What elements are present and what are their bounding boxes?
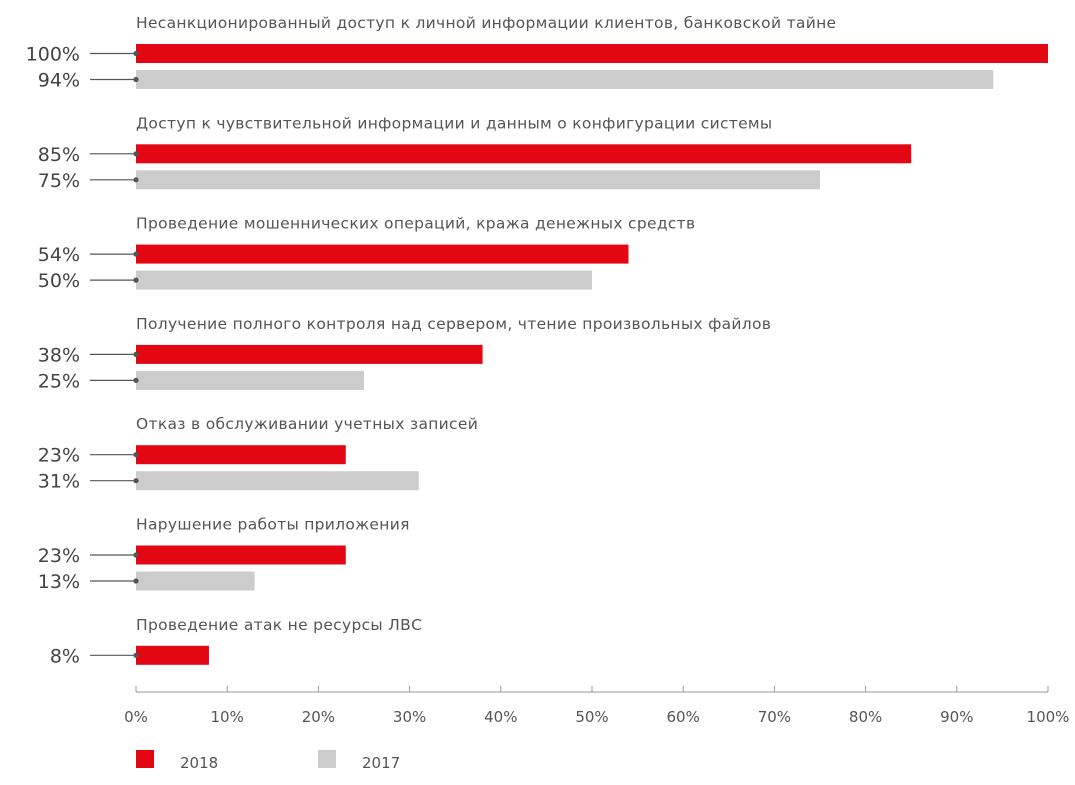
x-tick-label: 80% <box>849 708 882 726</box>
category-label: Получение полного контроля над сервером,… <box>136 315 771 333</box>
x-tick-label: 30% <box>393 708 426 726</box>
data-label: 23% <box>38 445 80 467</box>
bar-2018 <box>136 144 912 164</box>
data-label: 85% <box>38 144 80 166</box>
value-leader-dot <box>133 251 139 257</box>
bar-2018 <box>136 645 209 665</box>
data-label: 94% <box>38 70 80 92</box>
bar-2017 <box>136 571 255 591</box>
value-leader-dot <box>133 151 139 157</box>
x-tick-label: 50% <box>575 708 608 726</box>
x-tick-label: 90% <box>940 708 973 726</box>
bar-2018 <box>136 44 1048 63</box>
data-label: 8% <box>50 645 80 667</box>
x-tick-label: 40% <box>484 708 517 726</box>
category-label: Доступ к чувствительной информации и дан… <box>136 114 772 132</box>
value-leader-dot <box>133 50 139 57</box>
bar-2017 <box>136 70 994 89</box>
bar-2017 <box>136 170 820 190</box>
data-label: 54% <box>38 244 80 266</box>
value-leader-dot <box>133 277 139 283</box>
category-label: Несанкционированный доступ к личной инфо… <box>136 14 836 32</box>
x-tick-label: 0% <box>124 708 148 726</box>
bar-2018 <box>136 344 483 364</box>
bar-2017 <box>136 270 592 290</box>
category-label: Нарушение работы приложения <box>136 516 410 534</box>
data-label: 100% <box>26 44 80 66</box>
data-label: 75% <box>38 170 80 192</box>
x-tick-label: 20% <box>302 708 335 726</box>
bar-2018 <box>136 244 629 264</box>
x-tick-label: 10% <box>211 708 244 726</box>
value-leader-dot <box>133 377 139 383</box>
data-label: 50% <box>38 270 80 292</box>
x-tick-label: 100% <box>1027 708 1070 726</box>
data-label: 38% <box>38 344 80 366</box>
bar-2017 <box>136 471 419 491</box>
bar-2017 <box>136 370 364 390</box>
x-tick-label: 70% <box>758 708 791 726</box>
legend-swatch-2017 <box>318 750 336 768</box>
value-leader-dot <box>133 177 139 183</box>
category-label: Проведение атак не ресурсы ЛВС <box>136 616 422 634</box>
category-label: Отказ в обслуживании учетных записей <box>136 415 478 433</box>
data-label: 23% <box>38 545 80 567</box>
value-leader-dot <box>133 478 139 484</box>
data-label: 13% <box>38 571 80 593</box>
value-leader-dot <box>133 76 139 83</box>
x-tick-label: 60% <box>667 708 700 726</box>
value-leader-dot <box>133 351 139 357</box>
legend-swatch-2018 <box>136 750 154 768</box>
value-leader-dot <box>133 652 139 658</box>
legend-label: 2017 <box>362 754 400 772</box>
value-leader-dot <box>133 452 139 458</box>
bar-2018 <box>136 445 346 465</box>
data-label: 31% <box>38 471 80 493</box>
legend-label: 2018 <box>180 754 218 772</box>
bar-2018 <box>136 545 346 565</box>
value-leader-dot <box>133 578 139 584</box>
value-leader-dot <box>133 552 139 558</box>
category-label: Проведение мошеннических операций, кража… <box>136 215 695 233</box>
data-label: 25% <box>38 370 80 392</box>
